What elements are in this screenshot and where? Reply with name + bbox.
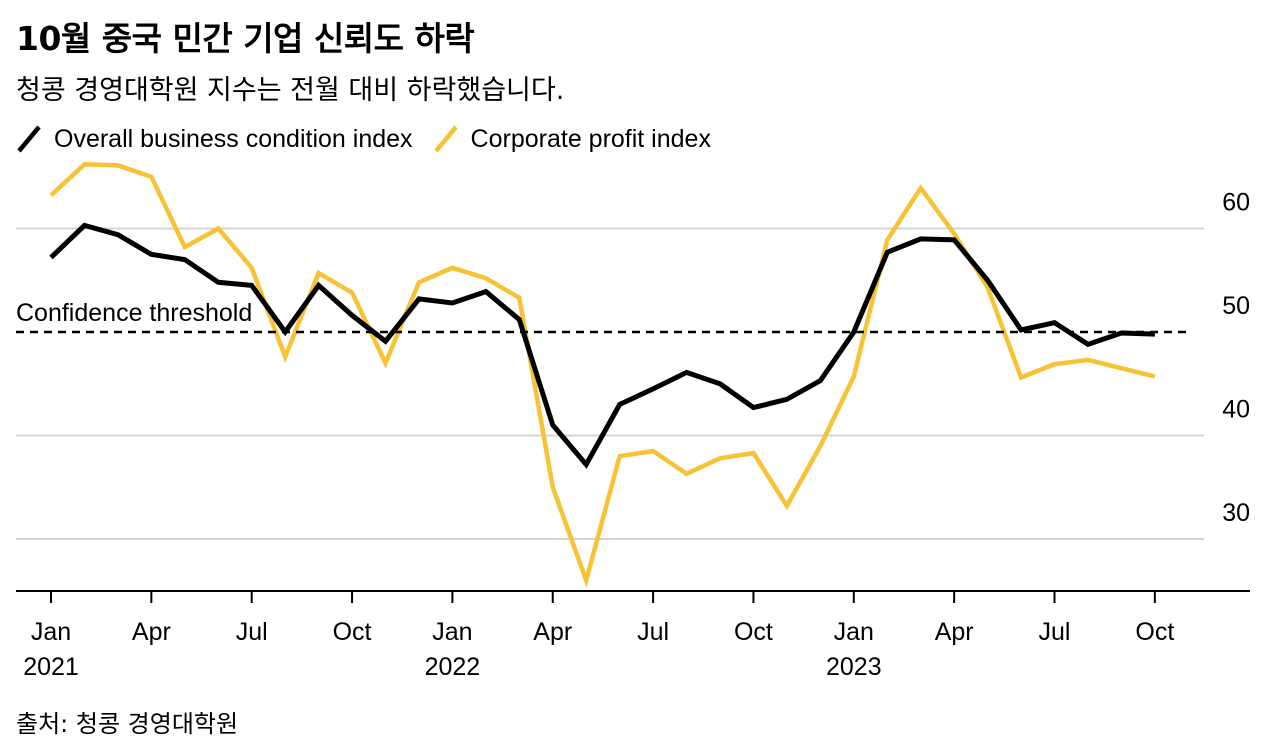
y-tick-label-50: 50	[1222, 292, 1250, 320]
source-note: 출처: 청콩 경영대학원	[16, 710, 239, 738]
x-tick-label-33: Oct	[1135, 618, 1174, 646]
y-tick-label-30: 30	[1222, 499, 1250, 527]
x-tick-label-15: Apr	[533, 618, 572, 646]
x-tick-label-9: Oct	[333, 618, 372, 646]
x-tick-label-24: Jan	[834, 618, 874, 646]
x-tick-label-6: Jul	[236, 618, 268, 646]
legend-swatch-overall	[17, 125, 41, 153]
x-tick-label-12: Jan	[432, 618, 472, 646]
legend-swatch-profit	[433, 125, 458, 153]
y-tick-label-60: 60	[1222, 189, 1250, 217]
threshold-label: Confidence threshold	[16, 299, 252, 327]
legend-item-profit: Corporate profit index	[433, 124, 711, 154]
x-tick-label-27: Apr	[935, 618, 974, 646]
series-line-overall	[49, 222, 1155, 469]
y-tick-label-40: 40	[1222, 396, 1250, 424]
x-tick-label-3: Apr	[132, 618, 171, 646]
x-tick-label-18: Jul	[637, 618, 669, 646]
x-tick-year-24: 2023	[826, 653, 882, 681]
legend: Overall business condition index Corpora…	[16, 124, 731, 154]
chart-subtitle: 청콩 경영대학원 지수는 전월 대비 하락했습니다.	[16, 75, 565, 106]
x-tick-label-30: Jul	[1039, 618, 1071, 646]
x-tick-label-0: Jan	[31, 618, 71, 646]
series-line-profit	[49, 162, 1156, 588]
chart-title: 10월 중국 민간 기업 신뢰도 하락	[16, 19, 475, 58]
legend-label-overall: Overall business condition index	[54, 124, 413, 153]
x-tick-year-0: 2021	[23, 653, 79, 681]
x-tick-label-21: Oct	[734, 618, 773, 646]
legend-item-overall: Overall business condition index	[16, 124, 413, 154]
x-tick-year-12: 2022	[425, 653, 481, 681]
legend-label-profit: Corporate profit index	[470, 124, 711, 153]
